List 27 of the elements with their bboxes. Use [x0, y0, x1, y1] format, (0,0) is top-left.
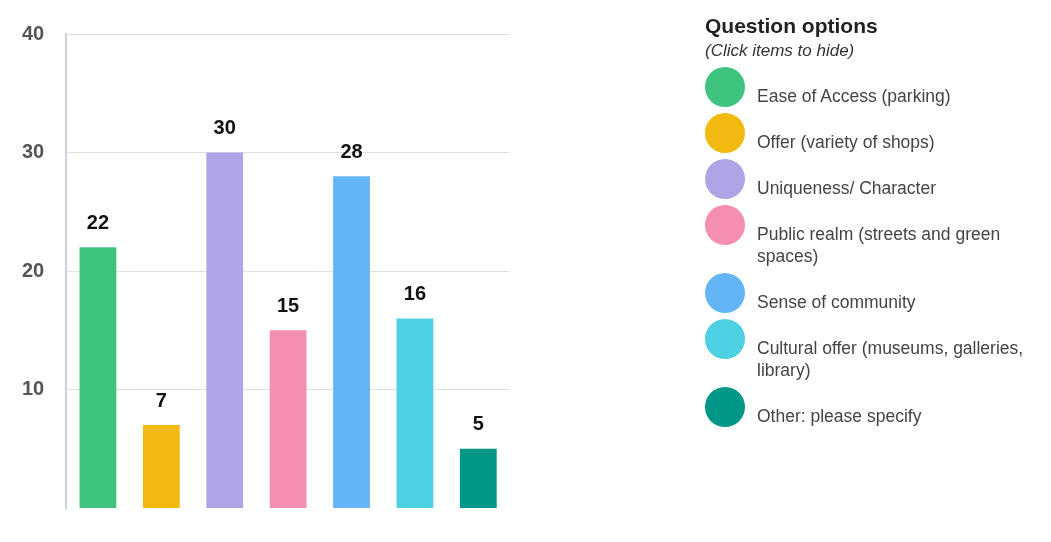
bar	[269, 330, 307, 508]
y-tick-label: 20	[22, 258, 45, 281]
bar	[142, 425, 180, 508]
legend-title: Question options	[705, 14, 879, 38]
data-label: 28	[340, 139, 363, 162]
bar	[459, 448, 497, 508]
y-tick-label: 40	[22, 21, 45, 44]
bar	[206, 152, 244, 508]
y-tick-label: 10	[22, 377, 45, 400]
data-label: 30	[213, 116, 236, 139]
legend-label: Uniqueness/ Character	[757, 177, 936, 199]
data-label: 7	[155, 388, 167, 411]
bar	[79, 247, 117, 508]
data-label: 15	[277, 293, 300, 316]
text: (Click items to hide)	[705, 41, 856, 61]
bar	[396, 318, 434, 508]
y-tick-label: 30	[22, 140, 45, 163]
data-label: 22	[86, 210, 110, 233]
legend-label: Other: please specify	[757, 405, 922, 427]
data-label: 16	[403, 281, 427, 304]
legend-label: Cultural offer (museums, galleries, library)	[757, 337, 1025, 381]
legend-label: Public realm (streets and green spaces)	[757, 223, 1002, 267]
legend-label: Ease of Access (parking)	[757, 85, 951, 107]
data-label: 5	[472, 412, 484, 435]
bar	[333, 176, 370, 508]
legend-label: Offer (variety of shops)	[757, 131, 935, 153]
legend-label: Sense of community	[757, 291, 916, 313]
